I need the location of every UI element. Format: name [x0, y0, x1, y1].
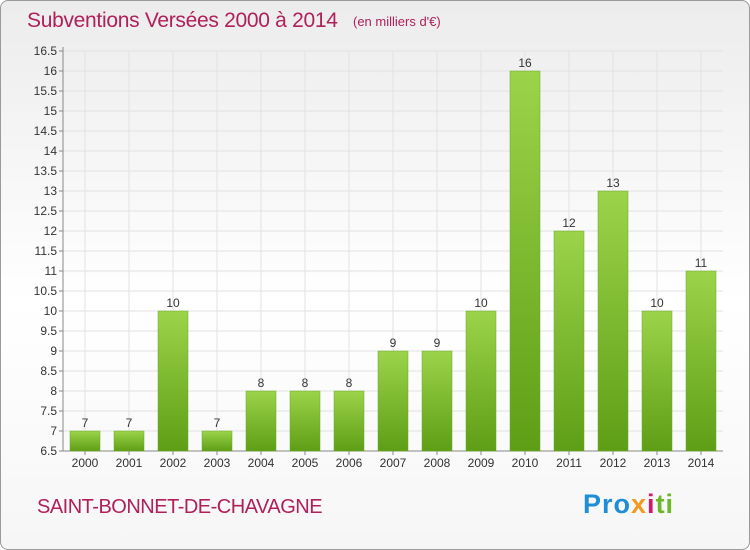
x-tick-label: 2004 [248, 456, 275, 470]
bar [421, 350, 453, 452]
chart-title: Subventions Versées 2000 à 2014 [27, 9, 338, 32]
y-tick-label: 11 [45, 264, 58, 278]
bar-value-label: 7 [82, 416, 89, 430]
logo-part: Pro [583, 489, 632, 519]
x-tick-label: 2014 [688, 456, 715, 470]
bar-value-label: 9 [434, 336, 441, 350]
y-tick-label: 9 [50, 344, 57, 358]
bar [597, 190, 629, 452]
y-tick-label: 9.5 [40, 324, 57, 338]
bar-value-label: 7 [126, 416, 133, 430]
bar [685, 270, 717, 452]
y-tick-label: 8 [50, 384, 57, 398]
chart-subtitle: (en milliers d'€) [353, 14, 441, 29]
x-tick-label: 2000 [72, 456, 99, 470]
y-tick-label: 10.5 [34, 284, 58, 298]
bar-value-label: 8 [346, 376, 353, 390]
bar-value-label: 10 [166, 296, 180, 310]
bar [201, 430, 233, 452]
y-tick-label: 8.5 [40, 364, 57, 378]
bar [641, 310, 673, 452]
bars [69, 70, 717, 452]
x-tick-label: 2009 [468, 456, 495, 470]
x-tick-label: 2006 [336, 456, 363, 470]
y-tick-label: 13.5 [34, 164, 58, 178]
y-tick-label: 11.5 [35, 244, 58, 258]
bar [553, 230, 585, 452]
x-tick-label: 2010 [512, 456, 539, 470]
y-tick-label: 13 [44, 184, 58, 198]
y-tick-label: 15.5 [34, 84, 58, 98]
y-tick-label: 16.5 [34, 44, 58, 58]
bar-value-label: 12 [562, 216, 576, 230]
x-tick-label: 2001 [116, 456, 143, 470]
y-tick-label: 7 [50, 424, 57, 438]
bar [333, 390, 365, 452]
x-tick-label: 2013 [644, 456, 671, 470]
y-tick-label: 12 [44, 224, 58, 238]
y-tick-label: 14 [44, 144, 58, 158]
y-tick-label: 10 [44, 304, 58, 318]
x-tick-label: 2012 [600, 456, 627, 470]
bar-value-label: 8 [302, 376, 309, 390]
y-tick-label: 6.5 [40, 444, 57, 458]
bar-value-label: 13 [606, 176, 620, 190]
x-tick-label: 2003 [204, 456, 231, 470]
x-tick-label: 2011 [556, 456, 582, 470]
y-tick-label: 14.5 [34, 124, 58, 138]
x-tick-label: 2008 [424, 456, 451, 470]
bar [69, 430, 101, 452]
bar-value-label: 9 [390, 336, 397, 350]
bar [245, 390, 277, 452]
bar-value-label: 10 [650, 296, 664, 310]
labels: 6.5 7 7.5 8 8.5 9 9.5 10 10.5 11 11.5 12 12.5 13 13.5 1… [34, 44, 715, 470]
bar [157, 310, 189, 452]
x-tick-label: 2002 [160, 456, 187, 470]
commune-name: SAINT-BONNET-DE-CHAVAGNE [37, 496, 323, 518]
bar [289, 390, 321, 452]
bar [509, 70, 541, 452]
logo-part: i [647, 489, 656, 519]
x-tick-label: 2005 [292, 456, 319, 470]
bar [465, 310, 497, 452]
bar [113, 430, 145, 452]
logo-part: ti [655, 489, 675, 519]
y-tick-label: 15 [44, 104, 58, 118]
bar-value-label: 7 [214, 416, 221, 430]
y-tick-label: 12.5 [34, 204, 58, 218]
y-tick-label: 7.5 [40, 404, 57, 418]
bar-value-label: 11 [695, 256, 708, 270]
y-tick-label: 16 [44, 64, 58, 78]
x-tick-label: 2007 [380, 456, 407, 470]
bar-value-label: 8 [258, 376, 265, 390]
bar-value-label: 10 [474, 296, 488, 310]
bar [377, 350, 409, 452]
proxiti-logo: Proxiti [583, 489, 674, 520]
bar-value-label: 16 [518, 56, 532, 70]
logo-part: x [631, 489, 648, 519]
